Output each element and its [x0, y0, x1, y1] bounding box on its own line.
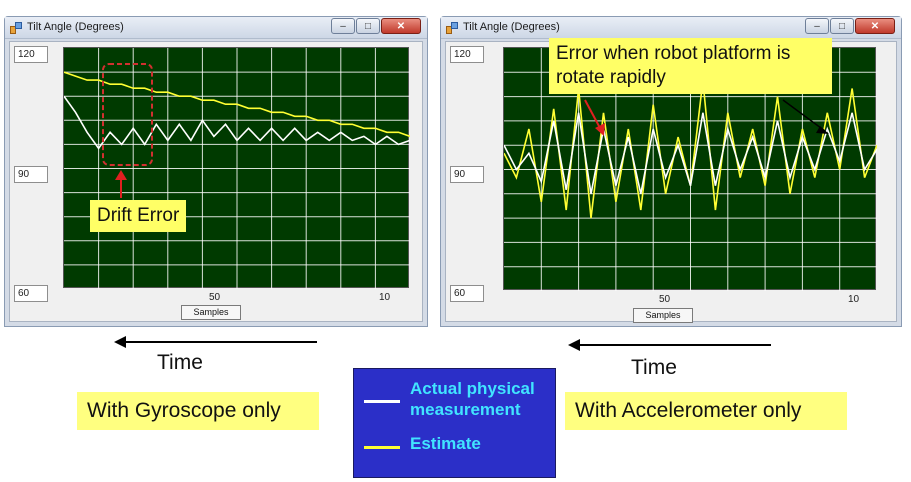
app-icon	[10, 22, 22, 34]
actual-series-line	[504, 112, 877, 194]
window-title: Tilt Angle (Degrees)	[27, 21, 124, 33]
y-label-min: 60	[14, 285, 48, 302]
x-tick-label: 10	[848, 294, 860, 305]
y-label-mid: 90	[450, 166, 484, 183]
minimize-button[interactable]: –	[331, 18, 355, 34]
drift-arrowhead-icon	[115, 170, 127, 180]
accelerometer-caption: With Accelerometer only	[565, 392, 847, 430]
y-label-mid: 90	[14, 166, 48, 183]
maximize-button[interactable]: □	[356, 18, 380, 34]
actual-legend-line-1: Actual physical	[410, 379, 535, 398]
line-chart	[64, 48, 410, 289]
legend: Actual physical measurement Estimate	[353, 368, 556, 478]
error-arrowhead-black-icon	[816, 126, 829, 134]
error-arrow-black-icon	[782, 99, 826, 132]
plot-area	[503, 47, 877, 291]
error-arrow-red-icon	[584, 99, 601, 129]
title-bar: Tilt Angle (Degrees) – □ ✕	[5, 17, 427, 39]
time-axis-line	[124, 341, 317, 343]
gyroscope-caption: With Gyroscope only	[77, 392, 319, 430]
drift-error-callout: Drift Error	[90, 200, 187, 232]
gyroscope-window: Tilt Angle (Degrees) – □ ✕ 120 90 60 50 …	[4, 16, 428, 327]
y-label-max: 120	[14, 46, 48, 63]
time-label: Time	[157, 351, 203, 374]
time-arrow-left-icon	[114, 336, 126, 348]
drift-highlight-box	[102, 63, 153, 166]
error-arrowhead-red-icon	[595, 123, 605, 136]
time-arrow-right-icon	[568, 339, 580, 351]
close-button[interactable]: ✕	[381, 18, 421, 34]
x-tick-label: 10	[379, 292, 391, 303]
maximize-button[interactable]: □	[830, 18, 854, 34]
rapid-rotation-callout: Error when robot platform is rotate rapi…	[549, 38, 832, 94]
samples-button[interactable]: Samples	[633, 308, 693, 323]
time-label: Time	[631, 356, 677, 379]
callout-line-2: rotate rapidly	[556, 67, 666, 88]
minimize-button[interactable]: –	[805, 18, 829, 34]
samples-button[interactable]: Samples	[181, 305, 241, 320]
y-label-min: 60	[450, 285, 484, 302]
x-tick-label: 50	[209, 292, 221, 303]
time-axis-line	[578, 344, 771, 346]
estimate-legend-label: Estimate	[410, 434, 481, 453]
chart-panel: 120 90 60 50 10 Samples	[9, 41, 423, 322]
estimate-series-line	[64, 71, 410, 138]
callout-line-1: Error when robot platform is	[556, 43, 791, 64]
app-icon	[446, 22, 458, 34]
actual-series-line	[64, 95, 410, 150]
estimate-legend-swatch	[364, 446, 400, 449]
close-button[interactable]: ✕	[855, 18, 895, 34]
x-tick-label: 50	[659, 294, 671, 305]
actual-legend-line-2: measurement	[410, 400, 521, 419]
plot-area	[63, 47, 410, 289]
actual-legend-swatch	[364, 400, 400, 403]
actual-legend-label: Actual physical measurement	[410, 378, 535, 420]
line-chart	[504, 48, 877, 291]
window-title: Tilt Angle (Degrees)	[463, 21, 560, 33]
y-label-max: 120	[450, 46, 484, 63]
